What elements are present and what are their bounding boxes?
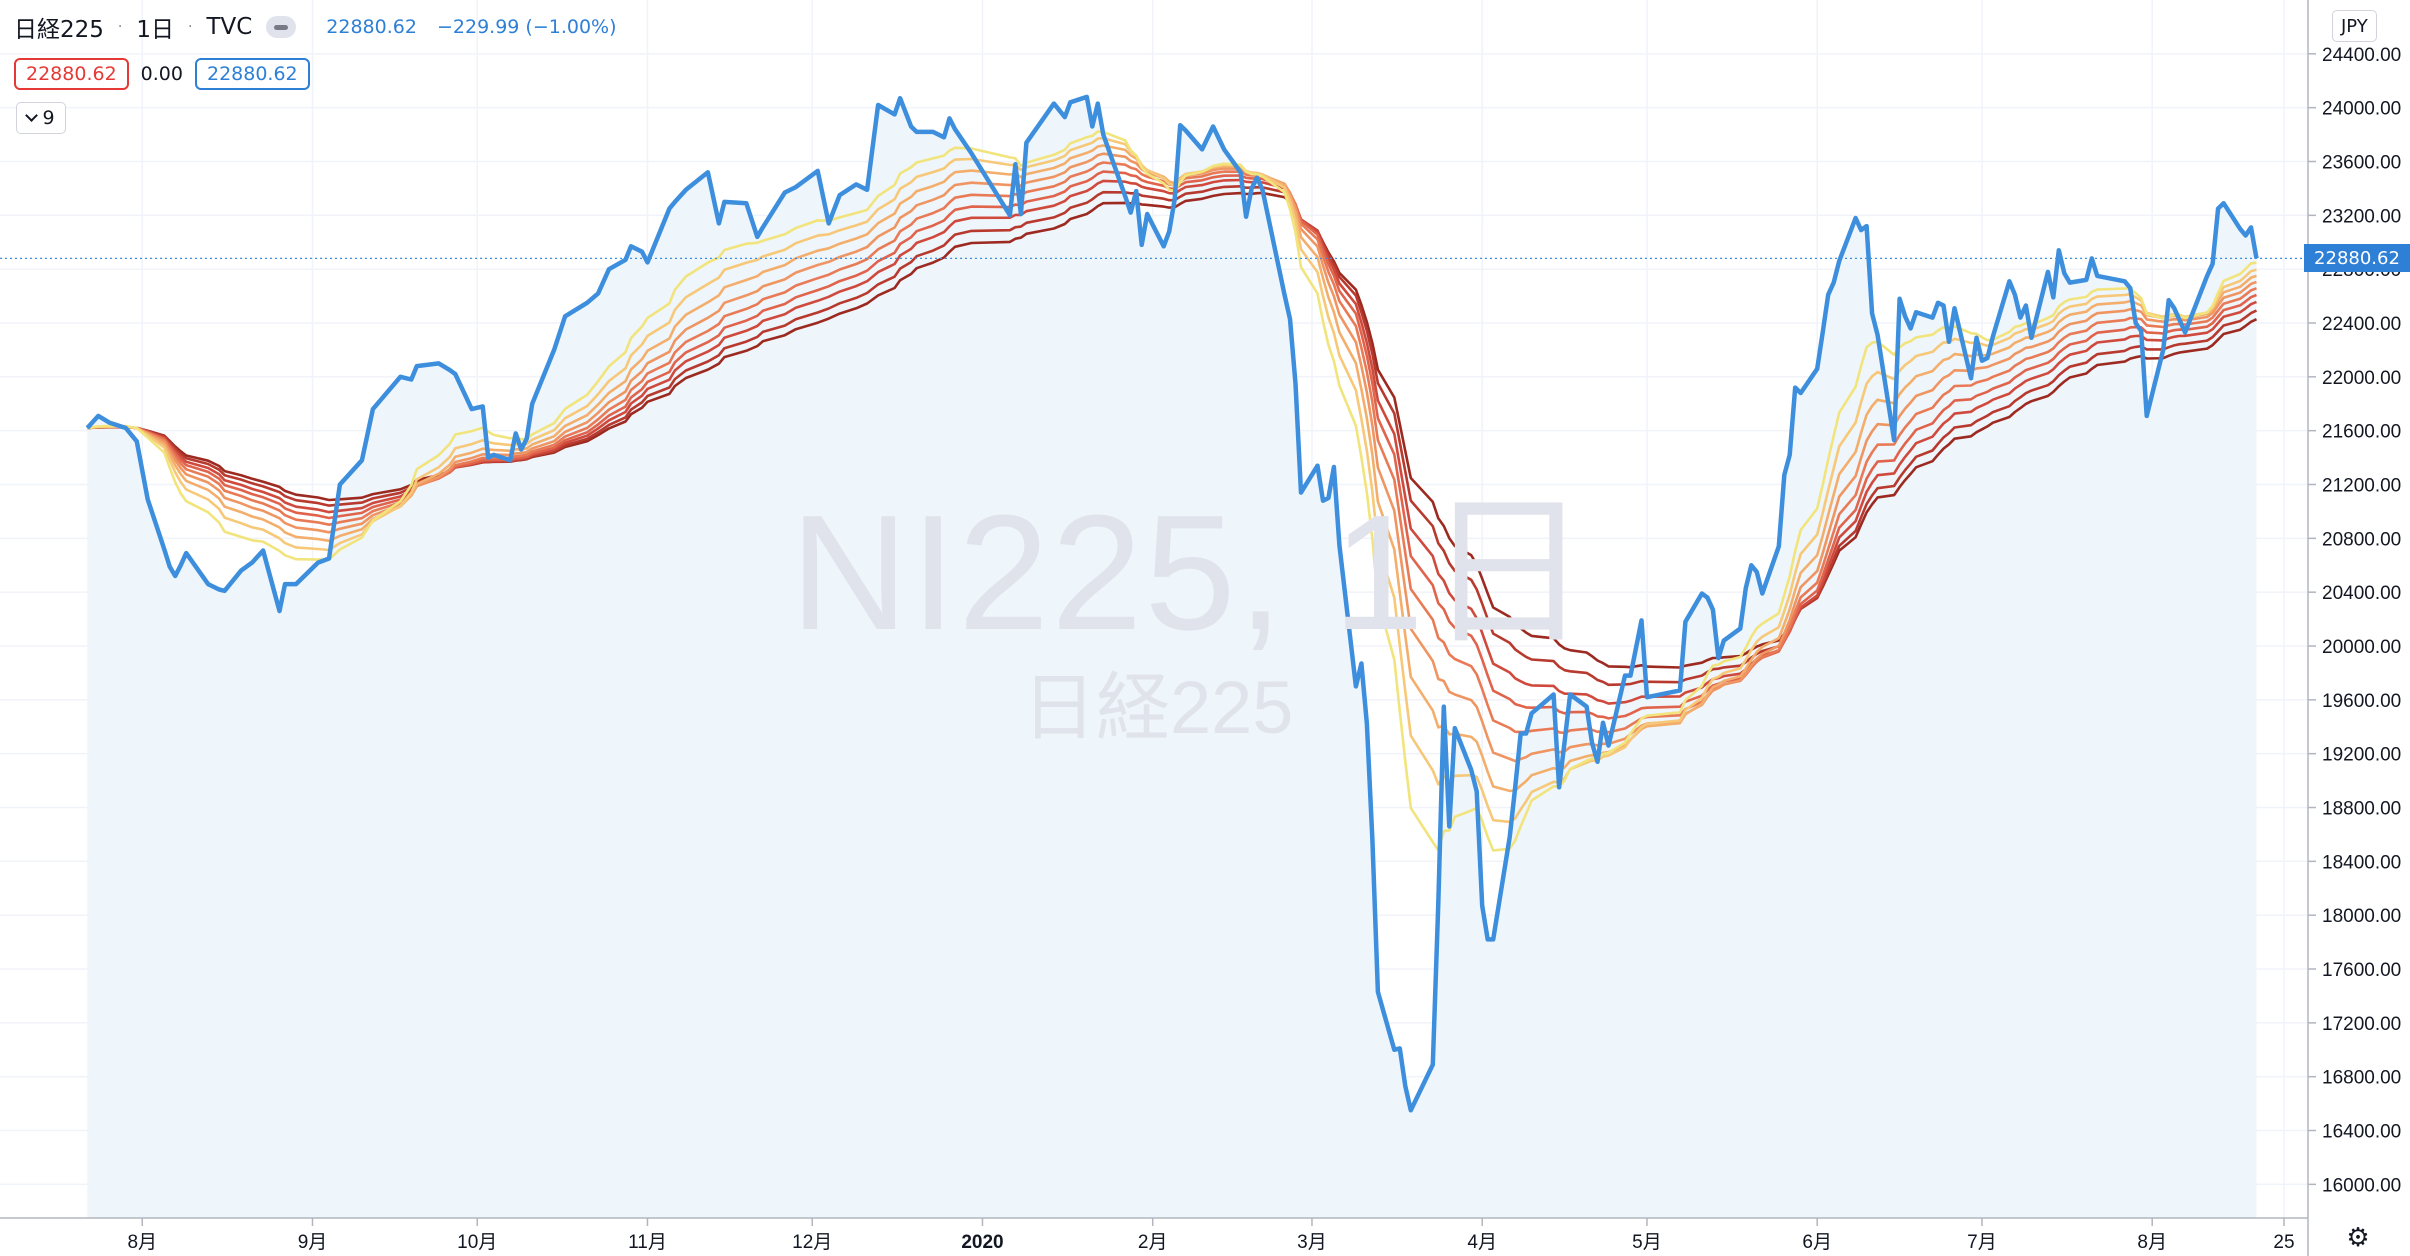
separator-dot: · [188, 19, 193, 35]
price-tick-label: 17200.00 [2322, 1014, 2401, 1035]
time-tick-label: 25 [2273, 1232, 2294, 1253]
ema-line-5 [87, 161, 2257, 735]
time-tick-label: 4月 [1467, 1232, 1497, 1253]
price-line [85, 94, 2259, 1113]
price-tick-label: 16800.00 [2322, 1068, 2401, 1089]
price-tick-label: 21200.00 [2322, 476, 2401, 497]
time-tick-label: 8月 [127, 1232, 157, 1253]
price-tick-label: 18800.00 [2322, 799, 2401, 820]
time-tick-label: 2020 [961, 1232, 1003, 1253]
separator-dot: · [117, 19, 123, 35]
time-tick-label: 2月 [1138, 1232, 1168, 1253]
time-tick-label: 3月 [1297, 1232, 1327, 1253]
symbol-name-watermark: 日経225 [1022, 666, 1294, 749]
chevron-down-icon [25, 109, 39, 122]
price-tick-label: 16000.00 [2322, 1175, 2401, 1196]
price-tick-label: 19200.00 [2322, 745, 2401, 766]
price-tick-label: 16400.00 [2322, 1122, 2401, 1143]
indicator-count: 9 [42, 107, 55, 129]
price-tick-label: 20400.00 [2322, 583, 2401, 604]
indicators-collapse-button[interactable]: 9 [16, 102, 66, 134]
price-tick-label: 24400.00 [2322, 45, 2401, 66]
time-tick-label: 11月 [628, 1232, 667, 1253]
ema-line-4 [87, 152, 2257, 763]
interval-label[interactable]: 1日 [136, 17, 174, 43]
indicator-value-plain: 0.00 [140, 63, 183, 85]
price-tick-label: 19600.00 [2322, 691, 2401, 712]
time-axis-panel [0, 1218, 2308, 1256]
price-tick-label: 22000.00 [2322, 368, 2401, 389]
price-tick-label: 20800.00 [2322, 529, 2401, 550]
indicator-value-blue: 22880.62 [194, 58, 310, 90]
price-tick-label: 18400.00 [2322, 852, 2401, 873]
time-tick-label: 12月 [792, 1232, 832, 1253]
time-tick-label: 7月 [1967, 1232, 1997, 1253]
indicator-legend: 22880.62 0.00 22880.62 [14, 56, 310, 92]
time-tick-label: 6月 [1802, 1232, 1832, 1253]
time-tick-label: 5月 [1632, 1232, 1662, 1253]
price-tick-label: 18000.00 [2322, 906, 2401, 927]
indicator-value-red: 22880.62 [14, 58, 129, 90]
price-tick-label: 20000.00 [2322, 637, 2401, 658]
price-tick-label: 23200.00 [2322, 206, 2401, 227]
exchange-label: TVC [206, 14, 253, 40]
price-tick-label: 22400.00 [2322, 314, 2401, 335]
eye-icon[interactable] [266, 16, 297, 38]
time-tick-label: 8月 [2137, 1232, 2167, 1253]
symbol-watermark: NI225, 1日 [790, 481, 1592, 664]
symbol-name[interactable]: 日経225 [14, 17, 104, 43]
gear-icon[interactable]: ⚙ [2346, 1223, 2370, 1253]
ema-line-6 [87, 170, 2257, 720]
price-area-fill [87, 96, 2257, 1218]
price-tick-label: 24000.00 [2322, 99, 2401, 120]
price-tick-label: 23600.00 [2322, 153, 2401, 174]
price-tick-label: 21600.00 [2322, 422, 2401, 443]
price-change: −229.99 (−1.00%) [436, 16, 617, 38]
time-tick-label: 9月 [298, 1232, 328, 1253]
price-tick-label: 17600.00 [2322, 960, 2401, 981]
last-price: 22880.62 [326, 16, 417, 38]
currency-badge[interactable]: JPY [2332, 10, 2377, 42]
time-tick-label: 10月 [457, 1232, 497, 1253]
last-price-tag: 22880.62 [2304, 244, 2410, 273]
series-legend: 日経225 · 1日 · TVC 22880.62 −229.99 (−1.00… [14, 8, 617, 46]
price-axis-panel [2308, 0, 2410, 1256]
